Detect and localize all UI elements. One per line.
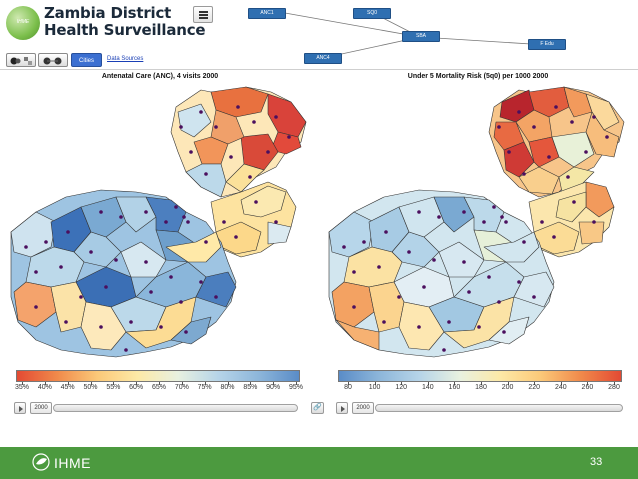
right-legend-tick-label: 240 bbox=[554, 384, 567, 391]
right-legend-tick-mark bbox=[401, 382, 403, 385]
left-legend-tick-label: 50% bbox=[83, 384, 98, 391]
flow-node-anc1[interactable]: ANC1 bbox=[248, 8, 286, 19]
map-link-icon bbox=[43, 57, 62, 65]
right-legend-tick-mark bbox=[481, 382, 482, 385]
right-map-city-dots bbox=[342, 105, 609, 352]
right-legend-tick-label: 220 bbox=[528, 384, 541, 391]
left-legend-tick-label: 45% bbox=[60, 384, 75, 391]
left-legend-tick-label: 40% bbox=[37, 384, 52, 391]
cities-button[interactable]: Cities bbox=[71, 53, 102, 67]
left-legend-tick-mark bbox=[296, 382, 297, 385]
right-legend-tick-label: 100 bbox=[368, 384, 381, 391]
footer-brand: IHME bbox=[54, 455, 91, 471]
left-legend-tick-mark bbox=[204, 382, 206, 385]
logo-text: IHME bbox=[16, 19, 30, 25]
flow-node-anc4[interactable]: ANC4 bbox=[304, 53, 342, 64]
ihme-leaf-icon bbox=[32, 453, 50, 471]
data-sources-link[interactable]: Data Sources bbox=[107, 56, 144, 62]
right-play-button[interactable] bbox=[336, 402, 348, 414]
left-legend-tick-mark bbox=[181, 382, 183, 385]
left-legend-tick-label: 55% bbox=[106, 384, 121, 391]
left-year-slider[interactable] bbox=[53, 404, 298, 412]
chain-link-icon: 🔗 bbox=[313, 404, 322, 411]
flow-node-sba[interactable]: SBA bbox=[402, 31, 440, 42]
right-legend-tick-label: 160 bbox=[448, 384, 461, 391]
left-map-city-dots bbox=[24, 105, 291, 352]
right-legend-tick-mark bbox=[374, 382, 376, 385]
left-legend-tick-label: 95% bbox=[288, 384, 304, 391]
right-legend-tick-mark bbox=[560, 382, 562, 385]
right-legend-tick-label: 180 bbox=[475, 384, 487, 391]
right-legend-tick-mark bbox=[507, 382, 509, 385]
left-legend-tick-label: 90% bbox=[266, 384, 281, 391]
right-legend-tick-mark bbox=[587, 382, 589, 385]
right-year-handle[interactable]: 2000 bbox=[352, 402, 374, 414]
flow-node-f-edu[interactable]: F Edu bbox=[528, 39, 566, 50]
menu-icon bbox=[199, 11, 208, 13]
app-title-line2: Health Surveillance bbox=[44, 21, 206, 39]
left-legend-tick-mark bbox=[250, 382, 252, 385]
right-legend-tick-label: 280 bbox=[608, 384, 620, 391]
right-map-title: Under 5 Mortality Risk (5q0) per 1000 20… bbox=[407, 73, 549, 80]
left-map-title: Antenatal Care (ANC), 4 visits 2000 bbox=[101, 73, 219, 80]
left-legend-tick-label: 60% bbox=[129, 384, 144, 391]
right-legend-tick-mark bbox=[614, 382, 615, 385]
left-legend-tick-mark bbox=[273, 382, 275, 385]
left-legend-tick-mark bbox=[44, 382, 46, 385]
page-number: 33 bbox=[590, 456, 603, 468]
left-legend-colorbar bbox=[16, 370, 300, 382]
left-legend-tick-label: 85% bbox=[243, 384, 258, 391]
left-legend-tick-label: 80% bbox=[220, 384, 235, 391]
right-legend-tick-mark bbox=[427, 382, 429, 385]
right-choropleth-map[interactable] bbox=[324, 82, 629, 367]
left-legend-tick-label: 70% bbox=[174, 384, 189, 391]
right-legend-tick-label: 80 bbox=[344, 384, 352, 391]
left-legend-tick-label: 75% bbox=[197, 384, 212, 391]
right-legend-tick-label: 200 bbox=[501, 384, 514, 391]
link-sliders-button[interactable]: 🔗 bbox=[311, 402, 324, 414]
right-legend-tick-mark bbox=[534, 382, 536, 385]
slide-footer: IHME 33 bbox=[0, 447, 638, 479]
left-choropleth-map[interactable] bbox=[6, 82, 311, 367]
left-legend-tick-mark bbox=[227, 382, 229, 385]
right-legend-tick-label: 260 bbox=[581, 384, 594, 391]
ihme-globe-logo bbox=[6, 6, 40, 40]
map-pair-icon bbox=[10, 57, 32, 65]
left-legend-tick-mark bbox=[159, 382, 160, 385]
left-legend-tick-label: 65% bbox=[151, 384, 167, 391]
left-play-button[interactable] bbox=[14, 402, 26, 414]
app-title: Zambia District Health Surveillance bbox=[44, 4, 206, 39]
left-legend-tick-label: 35% bbox=[14, 384, 30, 391]
right-legend-tick-label: 140 bbox=[421, 384, 434, 391]
left-year-handle[interactable]: 2000 bbox=[30, 402, 52, 414]
flow-node-sq0[interactable]: SQ0 bbox=[353, 8, 391, 19]
left-legend-tick-mark bbox=[90, 382, 92, 385]
app-title-line1: Zambia District bbox=[44, 4, 172, 22]
right-year-slider[interactable] bbox=[375, 404, 623, 412]
right-legend-tick-mark bbox=[454, 382, 456, 385]
left-legend-tick-mark bbox=[136, 382, 138, 385]
left-legend-tick-mark bbox=[22, 382, 23, 385]
map-view-button[interactable] bbox=[6, 53, 36, 67]
left-legend-tick-mark bbox=[67, 382, 69, 385]
right-legend-colorbar bbox=[338, 370, 622, 382]
right-legend-tick-mark bbox=[348, 382, 349, 385]
right-legend-tick-label: 120 bbox=[395, 384, 408, 391]
app-header: IHME Zambia District Health Surveillance… bbox=[0, 0, 638, 70]
left-legend-tick-mark bbox=[113, 382, 115, 385]
link-maps-button[interactable] bbox=[38, 53, 68, 67]
menu-button[interactable] bbox=[193, 6, 213, 23]
